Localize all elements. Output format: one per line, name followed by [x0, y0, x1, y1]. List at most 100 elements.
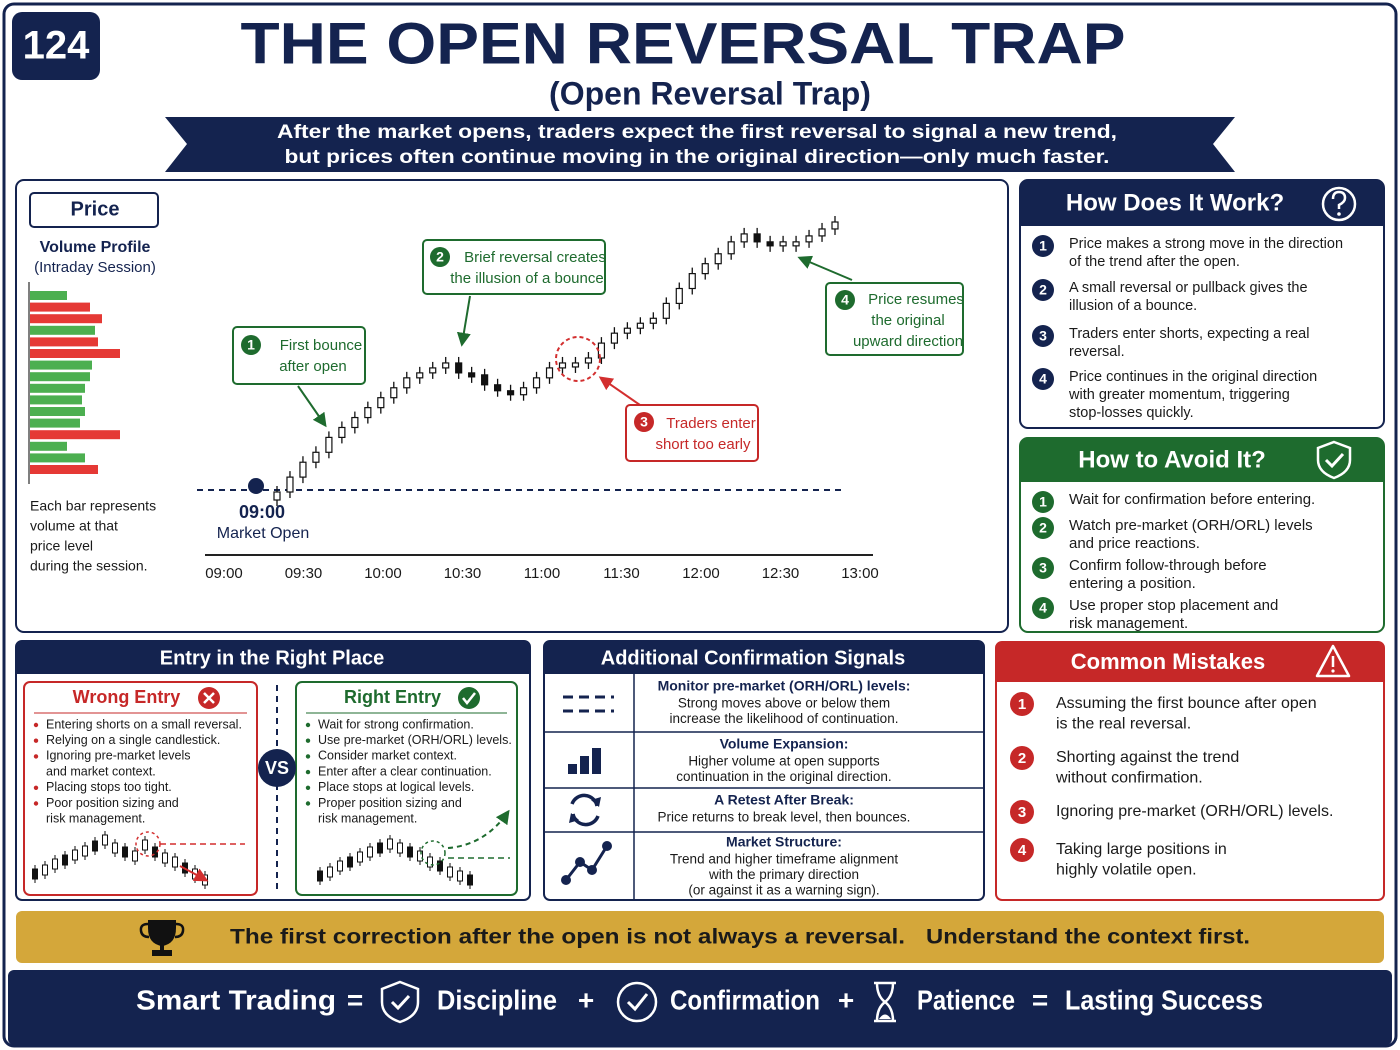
mini-candle [62, 854, 68, 866]
bullet [33, 722, 39, 728]
mistakes-header [996, 642, 1384, 682]
mini-candle [162, 852, 168, 864]
entry-item: Placing stops too tight. [46, 780, 172, 794]
mini-candle [427, 856, 433, 868]
callout-text: the original [871, 312, 944, 329]
panel-item-text: risk management. [1069, 615, 1188, 632]
mini-candle [437, 860, 443, 872]
panel-title: Additional Confirmation Signals [601, 647, 905, 669]
candle [701, 263, 709, 275]
volume-bar [30, 395, 82, 405]
icon-structure-dot [587, 865, 597, 875]
item-number: 3 [1039, 328, 1047, 344]
callout-text: short too early [655, 436, 751, 453]
candle [623, 327, 631, 334]
volume-note: volume at that [30, 518, 118, 534]
mistake-text: highly volatile open. [1056, 862, 1197, 879]
price-label-box [29, 192, 159, 228]
callout-box [232, 326, 366, 385]
panel-title: Common Mistakes [1071, 649, 1265, 674]
footer-item: Confirmation [670, 984, 820, 1015]
volume-bar [30, 465, 98, 474]
candle [532, 377, 541, 389]
number-badge [1010, 746, 1034, 770]
shield-icon [1316, 440, 1352, 480]
panel-title: How Does It Work? [1066, 189, 1284, 216]
trophy-handles [139, 922, 185, 939]
entry-box [295, 681, 518, 896]
number-badge [835, 290, 855, 310]
callout-text: Traders enter [666, 415, 755, 432]
number-badge [430, 247, 450, 267]
bullet [305, 769, 311, 775]
footer-check-circle [616, 981, 658, 1023]
entry-item: Ignoring pre-market levels [46, 749, 191, 763]
signal-text: increase the likelihood of continuation. [670, 711, 899, 726]
volume-bar [30, 441, 67, 451]
item-number: 1 [1018, 696, 1026, 713]
mini-candle [102, 834, 108, 846]
number-badge [1032, 557, 1054, 579]
candle [636, 322, 644, 329]
entry-item: Entering shorts on a small reversal. [46, 717, 242, 731]
x-tick-label: 10:00 [364, 565, 402, 582]
volume-note: during the session. [30, 558, 148, 574]
market-open-dot [248, 478, 264, 494]
bullet [33, 785, 39, 790]
mini-arrow [179, 865, 209, 882]
banner-ribbon [165, 117, 1235, 172]
shield-check [1324, 452, 1345, 469]
panel-title: Entry in the Right Place [160, 647, 384, 669]
callout-box [625, 404, 759, 462]
footer-item: = [1032, 984, 1048, 1015]
badge-box [12, 12, 100, 80]
warning-dot [1331, 669, 1335, 673]
x-tick-label: 10:30 [444, 565, 482, 582]
vs-label: VS [265, 758, 289, 778]
panel-item-text: Price makes a strong move in the directi… [1069, 236, 1343, 252]
trophy-base [152, 950, 172, 956]
bullet [305, 722, 311, 728]
candle [766, 241, 774, 247]
number-badge [1010, 692, 1034, 716]
candle [286, 476, 294, 493]
mini-candle [417, 850, 423, 862]
candle [610, 332, 618, 344]
mini-candle [357, 851, 363, 863]
footer-shield [380, 980, 420, 1024]
item-number: 3 [640, 414, 648, 430]
x-tick-label: 09:30 [285, 565, 323, 582]
entry-item: risk management. [46, 811, 145, 825]
warning-icon [1315, 644, 1351, 678]
entry-header [16, 641, 530, 674]
signal-title: A Retest After Break: [714, 792, 854, 808]
signal-text: continuation in the original direction. [676, 769, 891, 784]
candle [831, 221, 839, 230]
item-number: 2 [1039, 520, 1047, 536]
volume-bar [30, 407, 85, 416]
candle [792, 241, 800, 247]
entry-icon [458, 687, 480, 709]
entry-item: Proper position sizing and [318, 796, 462, 810]
candle [506, 390, 515, 396]
x-tick-label: 11:30 [603, 565, 639, 582]
side-panel-header [1020, 180, 1384, 226]
signal-title: Monitor pre-market (ORH/ORL) levels: [658, 678, 911, 694]
panel-item-text: Traders enter shorts, expecting a real [1069, 326, 1309, 342]
item-number: 2 [1018, 750, 1026, 767]
entry-box [23, 681, 258, 896]
icon-structure [564, 845, 609, 881]
footer-item: Discipline [437, 984, 557, 1015]
panel-item-text: entering a position. [1069, 575, 1196, 592]
number-badge [1032, 491, 1054, 513]
takeaway: Understand the context first. [926, 926, 1250, 949]
candle [351, 416, 359, 429]
candle [416, 372, 424, 379]
mistake-text: is the real reversal. [1056, 716, 1191, 733]
candle [519, 387, 528, 396]
x-tick-label: 11:00 [524, 565, 560, 582]
candle [545, 367, 554, 379]
mini-candle [377, 842, 383, 854]
callout-text: upward direction [853, 333, 963, 350]
